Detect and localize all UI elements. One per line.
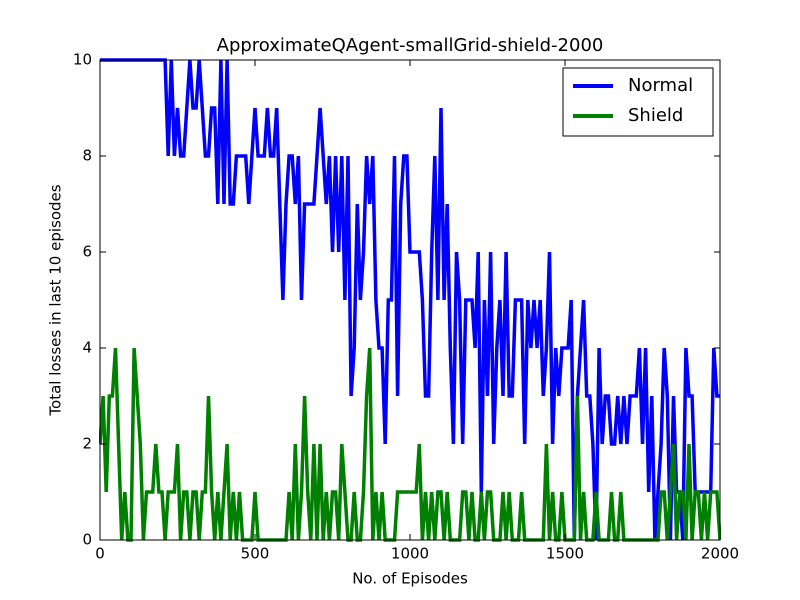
legend-label: Normal <box>628 75 693 96</box>
x-tick-label: 0 <box>95 545 105 563</box>
x-axis-label: No. of Episodes <box>352 570 468 588</box>
legend-label: Shield <box>628 105 683 126</box>
x-tick-label: 2000 <box>701 545 739 563</box>
y-tick-label: 2 <box>82 435 92 453</box>
x-tick-label: 500 <box>241 545 270 563</box>
y-tick-label: 6 <box>82 243 92 261</box>
y-axis-label: Total losses in last 10 episodes <box>47 184 65 416</box>
y-tick-label: 8 <box>82 147 92 165</box>
data-line <box>100 58 720 541</box>
y-tick-label: 0 <box>82 531 92 549</box>
chart-title: ApproximateQAgent-smallGrid-shield-2000 <box>217 35 604 56</box>
x-tick-label: 1500 <box>546 545 584 563</box>
x-tick-label: 1000 <box>391 545 429 563</box>
y-tick-label: 4 <box>82 339 92 357</box>
y-tick-label: 10 <box>73 51 92 69</box>
legend-box <box>562 67 714 137</box>
